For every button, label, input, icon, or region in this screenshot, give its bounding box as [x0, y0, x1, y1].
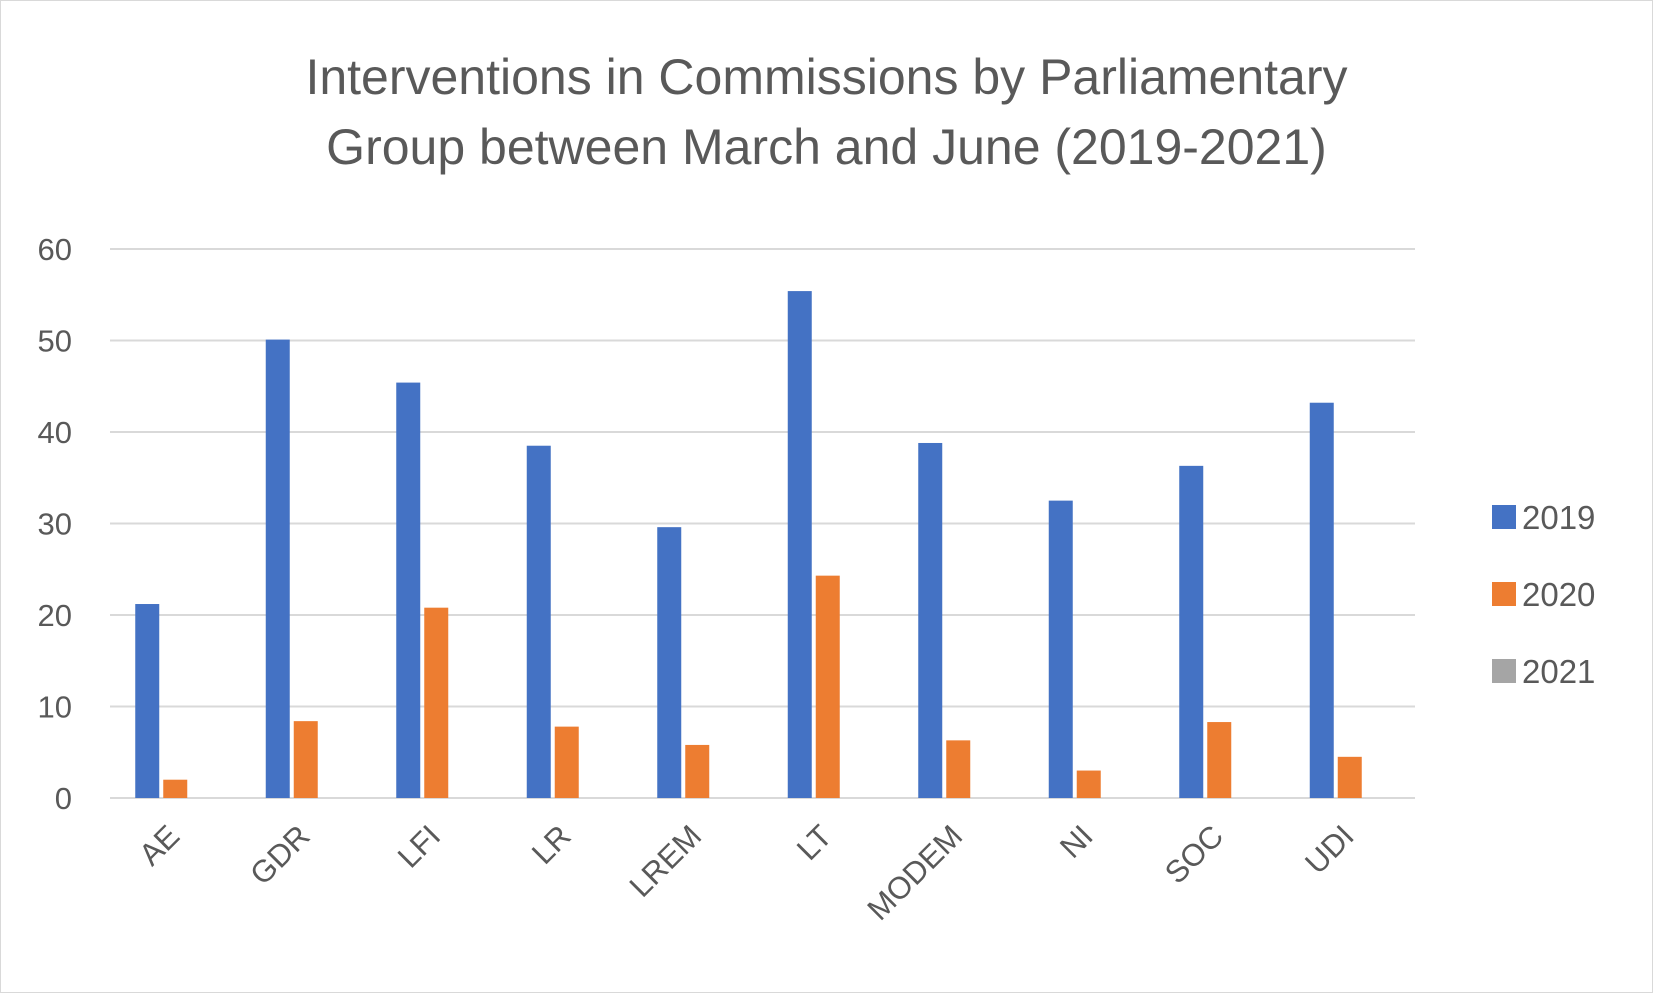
x-category-label: LR: [525, 818, 578, 871]
legend-swatch-2021: [1492, 659, 1516, 683]
bar-2020-LREM: [685, 744, 710, 798]
bar-2019-GDR: [265, 339, 290, 798]
bar-2019-NI: [1048, 500, 1073, 798]
legend-label-2021: 2021: [1522, 653, 1595, 690]
bar-2020-LR: [554, 726, 579, 798]
x-axis-categories: AE GDR LFI LR LREM LT MODEM NI SOC UDI: [132, 818, 1360, 927]
chart-title-line-1: Interventions in Commissions by Parliame…: [305, 49, 1348, 105]
bar-2020-SOC: [1207, 722, 1232, 798]
x-category-label: UDI: [1298, 818, 1361, 881]
bar-2019-LT: [787, 291, 812, 798]
y-tick-label: 20: [38, 598, 72, 633]
bar-2019-UDI: [1309, 402, 1334, 798]
bar-2020-UDI: [1337, 756, 1362, 798]
x-category-label: LREM: [623, 818, 709, 904]
x-category-label: SOC: [1158, 818, 1230, 890]
bar-2019-MODEM: [918, 442, 943, 798]
bar-2020-AE: [163, 779, 188, 798]
legend-label-2020: 2020: [1522, 576, 1595, 613]
bar-2020-LFI: [424, 607, 449, 798]
x-category-label: AE: [132, 818, 186, 872]
x-category-label: NI: [1053, 818, 1100, 865]
bars: [135, 291, 1362, 798]
bar-2019-AE: [135, 604, 160, 798]
bar-2019-LREM: [657, 527, 682, 798]
x-category-label: GDR: [243, 818, 316, 891]
y-axis-ticks: 0 10 20 30 40 50 60: [38, 232, 72, 816]
chart-title-line-2: Group between March and June (2019-2021): [326, 119, 1327, 175]
legend: 2019 2020 2021: [1492, 499, 1595, 690]
x-category-label: MODEM: [860, 818, 969, 927]
bar-2019-SOC: [1179, 465, 1204, 798]
bar-2020-GDR: [293, 721, 318, 798]
y-tick-label: 60: [38, 232, 72, 267]
gridlines: [110, 248, 1415, 799]
bar-2020-MODEM: [946, 740, 971, 798]
chart-title: Interventions in Commissions by Parliame…: [0, 42, 1653, 182]
x-category-label: LFI: [391, 818, 447, 874]
y-tick-label: 50: [38, 324, 72, 359]
y-tick-label: 40: [38, 415, 72, 450]
bar-2019-LR: [526, 445, 551, 798]
legend-swatch-2019: [1492, 505, 1516, 529]
x-category-label: LT: [790, 818, 839, 867]
legend-swatch-2020: [1492, 582, 1516, 606]
y-tick-label: 0: [55, 781, 72, 816]
y-tick-label: 10: [38, 690, 72, 725]
legend-label-2019: 2019: [1522, 499, 1595, 536]
bar-2020-NI: [1076, 770, 1101, 798]
y-tick-label: 30: [38, 507, 72, 542]
bar-2019-LFI: [396, 382, 421, 798]
bar-2020-LT: [815, 575, 840, 798]
